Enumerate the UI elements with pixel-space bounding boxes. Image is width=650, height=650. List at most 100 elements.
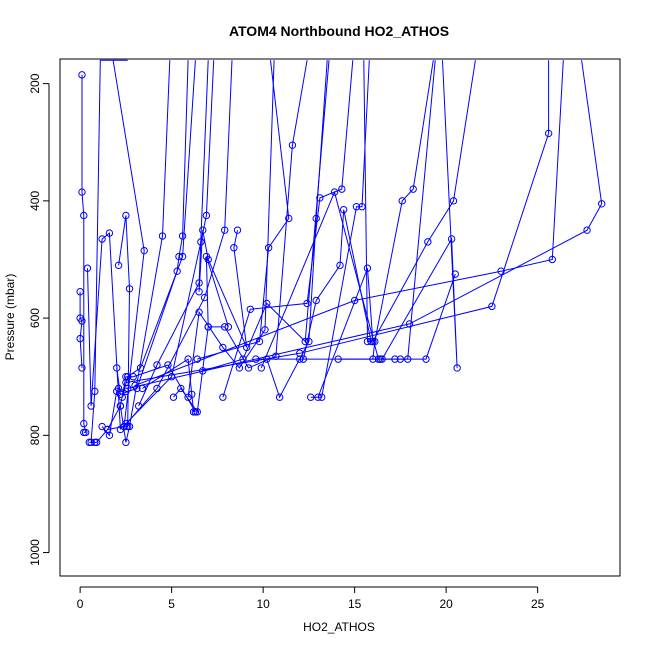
x-tick-label: 20 [439,597,453,611]
series-line [381,60,458,368]
data-point [219,343,227,352]
y-tick-label: 800 [28,425,42,445]
data-point [497,267,505,275]
series-line [90,59,128,443]
data-point [447,235,456,243]
data-point [78,317,86,325]
series-line [125,60,215,424]
series-line [127,60,603,389]
data-point [233,226,242,234]
data-point [80,428,88,437]
series-line [134,60,564,386]
chart-title: ATOM4 Northbound HO2_ATHOS [229,23,449,39]
data-point [312,214,320,223]
data-point [246,305,255,313]
x-tick-label: 25 [531,597,545,611]
data-point [264,244,273,252]
data-point [312,296,320,305]
data-point [363,264,372,272]
x-tick-label: 15 [348,597,362,611]
series-line [119,60,171,443]
data-point [164,361,172,369]
data-point [87,402,95,410]
data-point [409,185,417,193]
data-point [244,364,253,372]
data-point [83,264,92,272]
data-point [114,384,123,393]
data-point [363,337,372,346]
data-point [191,408,200,416]
data-point [122,438,130,447]
y-axis: 200 400 600 800 1000 [28,73,50,566]
data-point [221,323,229,331]
x-tick-label: 5 [168,597,175,611]
y-tick-label: 1000 [28,539,42,566]
data-point [80,419,88,428]
data-point [78,188,86,196]
series-line [255,60,434,360]
data-point [193,355,201,363]
data-point [544,129,553,138]
data-point [80,211,88,220]
x-tick-label: 10 [256,597,270,611]
data-point [255,337,264,346]
data-point [221,226,229,234]
data-point [177,384,185,393]
plot-area [76,59,606,447]
data-point [305,337,313,346]
data-point [178,232,187,240]
data-point [173,267,181,275]
x-tick-label: 0 [77,597,84,611]
data-point [374,355,383,363]
data-point [122,419,130,428]
data-point [358,203,366,211]
data-point [424,238,432,246]
data-point [114,261,123,270]
data-point [488,302,496,311]
series-line [266,60,328,399]
series-line [79,291,83,368]
data-point [169,393,178,401]
data-point [338,185,346,193]
series-line [116,60,189,395]
data-point [195,308,203,316]
data-point [449,197,458,205]
series-line [121,60,196,398]
data-point [76,288,84,296]
data-point [219,393,227,401]
data-point [404,355,412,363]
data-point [296,349,304,357]
x-axis-label: HO2_ATHOS [303,620,375,634]
data-point [288,141,297,149]
data-point [199,226,207,234]
series-line [208,60,308,369]
x-axis: 0 5 10 15 20 25 [77,586,545,611]
data-point [204,323,212,331]
data-point [197,238,205,246]
data-point [583,226,591,234]
data-point [296,355,304,363]
series-line [87,232,121,430]
data-point [330,188,339,196]
data-point [78,364,86,372]
data-point [235,364,244,372]
plot-frame [59,58,621,577]
data-point [597,200,606,208]
data-point [336,261,344,270]
data-point [352,203,361,211]
data-point [178,252,187,261]
data-point [339,205,348,214]
data-point [76,334,84,343]
data-point [136,364,145,372]
data-point [453,364,461,372]
data-point [202,211,211,220]
data-point [422,355,430,363]
data-point [398,197,406,205]
data-point [405,320,414,328]
series-line [202,60,330,372]
y-tick-label: 400 [28,191,42,211]
data-point [451,270,459,278]
data-point [105,229,114,237]
data-point [87,438,95,447]
